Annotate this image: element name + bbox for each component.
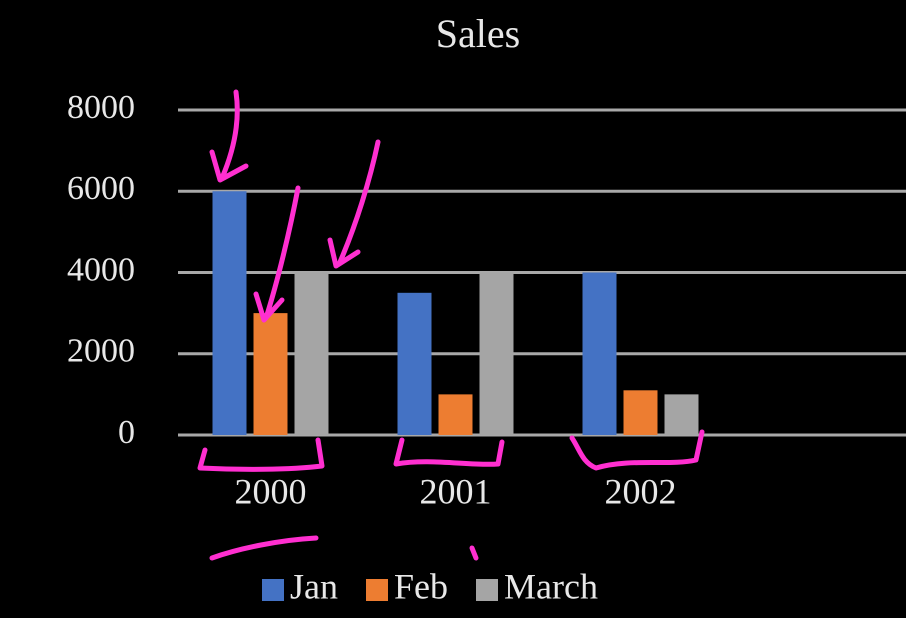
x-tick-label: 2002: [605, 471, 677, 511]
bar: [294, 272, 329, 435]
y-tick-label: 6000: [67, 170, 135, 207]
handwritten-annotations: [197, 89, 705, 561]
legend-label: Jan: [290, 566, 338, 606]
y-tick-label: 0: [118, 414, 135, 451]
annotation-underline: [209, 535, 319, 561]
y-tick-label: 8000: [67, 89, 135, 126]
annotation-bracket: [197, 437, 325, 472]
chart-title: Sales: [436, 11, 520, 56]
annotation-mark: [469, 545, 479, 561]
annotation-arrow: [253, 185, 301, 323]
y-tick-label: 2000: [67, 333, 135, 370]
y-tick-label: 4000: [67, 251, 135, 288]
bar: [438, 394, 473, 435]
legend-label: Feb: [394, 566, 448, 606]
legend-swatch: [476, 579, 498, 601]
bar: [253, 313, 288, 435]
bar: [664, 394, 699, 435]
bar: [582, 272, 617, 435]
x-tick-label: 2001: [420, 471, 492, 511]
legend-swatch: [366, 579, 388, 601]
bar: [212, 191, 247, 435]
bar: [397, 292, 432, 435]
annotation-bracket: [393, 437, 505, 467]
bar: [479, 272, 514, 435]
legend-swatch: [262, 579, 284, 601]
annotation-arrow: [327, 139, 381, 269]
legend-label: March: [504, 566, 598, 606]
bar: [623, 390, 658, 435]
annotation-arrow: [209, 89, 249, 183]
annotation-bracket: [569, 429, 705, 471]
x-tick-label: 2000: [235, 471, 307, 511]
